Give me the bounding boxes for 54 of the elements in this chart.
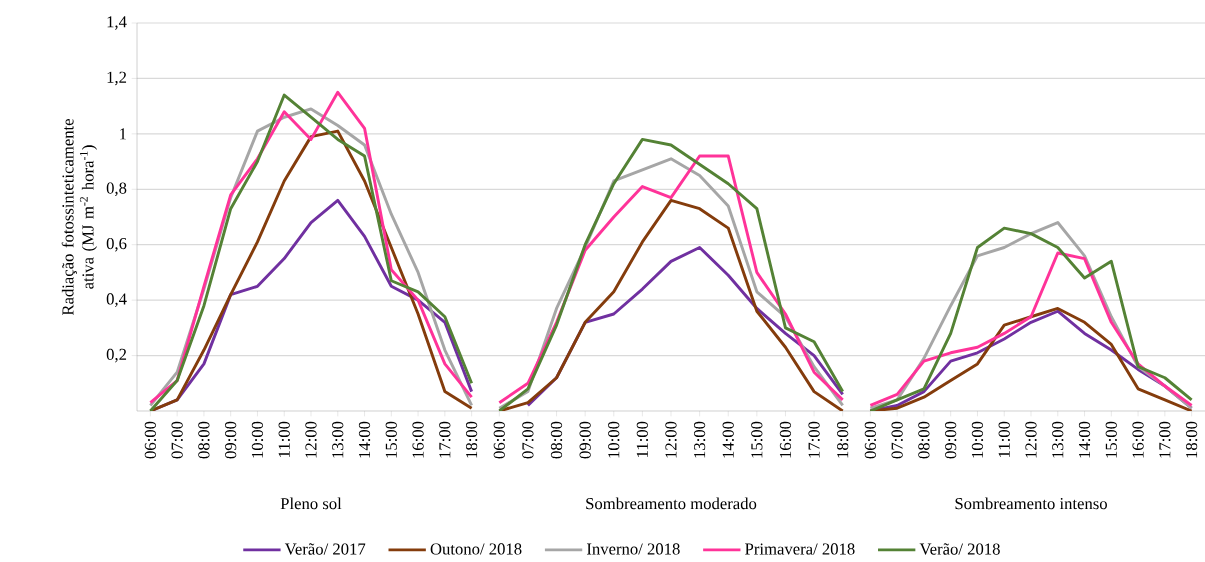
x-tick-label: 11:00 [636,421,649,457]
x-tick-label: 12:00 [1025,421,1037,458]
x-tick-label: 10:00 [251,421,264,458]
x-tick-label: 13:00 [1052,421,1064,458]
x-tick-label: 10:00 [971,421,984,458]
x-tick-label: 06:00 [864,421,877,459]
x-tick-label: 15:00 [385,421,397,458]
x-tick-label: 17:00 [1159,421,1171,458]
x-tick-label: 18:00 [465,421,478,458]
x-tick-label: 14:00 [1078,421,1091,458]
x-tick-label: 17:00 [808,421,820,458]
y-tick-label: 1 [120,128,126,140]
x-tick-label: 08:00 [198,421,210,459]
x-axis-title: Pleno sol [280,497,342,510]
x-axis-title: Sombreamento moderado [586,497,757,510]
x-tick-label: 16:00 [412,421,424,458]
x-tick-label: 08:00 [918,421,930,459]
x-tick-label: 07:00 [171,421,183,459]
x-tick-label: 12:00 [305,421,317,458]
x-tick-label: 08:00 [550,421,563,459]
x-tick-label: 06:00 [493,421,505,459]
y-tick-label: 1,4 [107,16,127,30]
x-axis-title: Sombreamento intenso [955,497,1107,510]
x-tick-label: 16:00 [1132,421,1144,458]
legend-label: Verão/ 2017 [284,543,366,555]
x-tick-label: 09:00 [225,421,237,459]
legend-label: Primavera/ 2018 [745,543,855,555]
x-tick-label: 07:00 [891,421,903,459]
x-tick-label: 15:00 [751,421,763,458]
x-tick-label: 09:00 [579,421,591,459]
x-tick-label: 11:00 [998,421,1010,457]
x-tick-label: 12:00 [665,421,677,458]
y-tick-label: 0,2 [106,348,127,363]
x-tick-label: 17:00 [439,421,451,458]
x-tick-label: 13:00 [332,421,344,458]
y-tick-label: 0,6 [106,237,127,252]
x-tick-label: 14:00 [722,421,734,458]
y-tick-label: 0,4 [106,293,127,307]
legend-label: Inverno/ 2018 [586,543,680,555]
x-tick-label: 18:00 [1185,421,1198,458]
y-tick-label: 0,8 [106,182,127,197]
x-tick-label: 16:00 [779,421,792,458]
x-tick-label: 14:00 [358,421,371,458]
legend-label: Outono/ 2018 [430,543,522,555]
x-tick-label: 13:00 [693,421,706,458]
x-tick-label: 11:00 [278,421,290,457]
x-tick-label: 15:00 [1105,421,1117,458]
legend-label: Verão/ 2018 [919,543,1000,555]
x-tick-label: 06:00 [144,421,157,459]
y-tick-label: 1,2 [107,71,127,86]
x-tick-label: 07:00 [522,421,534,459]
x-tick-label: 10:00 [608,421,620,458]
x-tick-label: 09:00 [945,421,957,459]
x-tick-label: 18:00 [837,421,849,458]
